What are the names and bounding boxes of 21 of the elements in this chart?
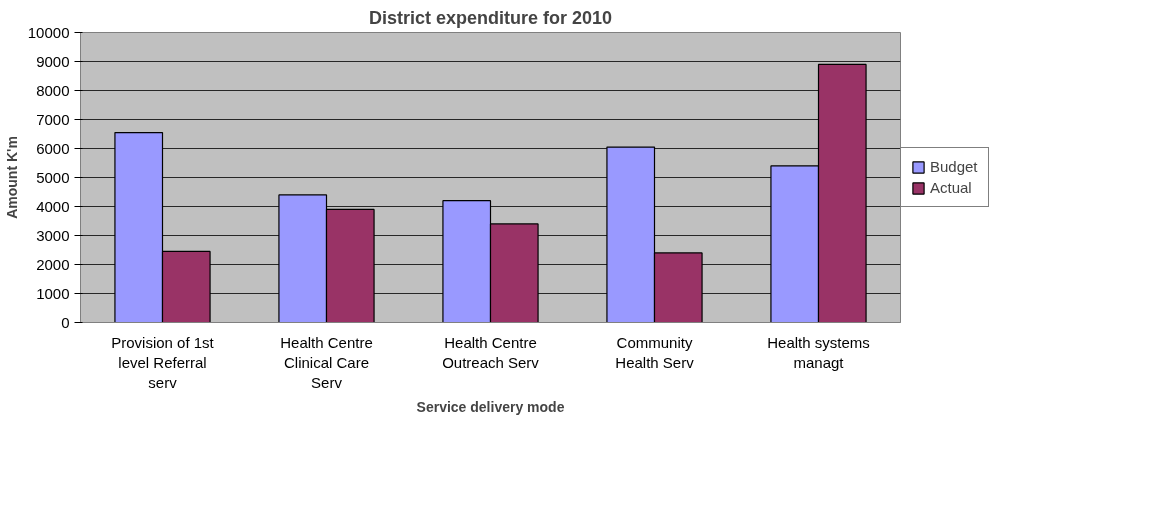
- y-tick-label: 9000: [36, 52, 70, 70]
- y-tick-label: 1000: [36, 284, 70, 302]
- x-tick-label: Community Health Serv: [615, 333, 695, 371]
- chart-title: District expenditure for 2010: [368, 7, 613, 28]
- x-axis-title: Service delivery mode: [416, 399, 565, 416]
- legend-label: Budget: [930, 158, 978, 175]
- y-tick-label: 5000: [36, 168, 70, 186]
- x-tick-label: Provision of 1st level Referral serv: [111, 333, 215, 392]
- y-tick-label: 6000: [36, 139, 70, 157]
- y-tick-label: 0: [61, 313, 70, 331]
- x-tick-label: Health Centre Clinical Care Serv: [280, 333, 373, 392]
- y-tick-label: 3000: [36, 226, 70, 244]
- y-tick-label: 8000: [36, 81, 70, 99]
- y-tick-label: 2000: [36, 255, 70, 273]
- y-tick-label: 7000: [36, 110, 70, 128]
- legend-label: Actual: [930, 179, 972, 196]
- y-axis-title: Amount K'm: [3, 136, 20, 219]
- x-tick-label: Health Centre Outreach Serv: [442, 333, 540, 371]
- y-tick-label: 10000: [27, 23, 70, 41]
- y-tick-label: 4000: [36, 197, 70, 215]
- x-tick-label: Health systems managt: [767, 333, 870, 371]
